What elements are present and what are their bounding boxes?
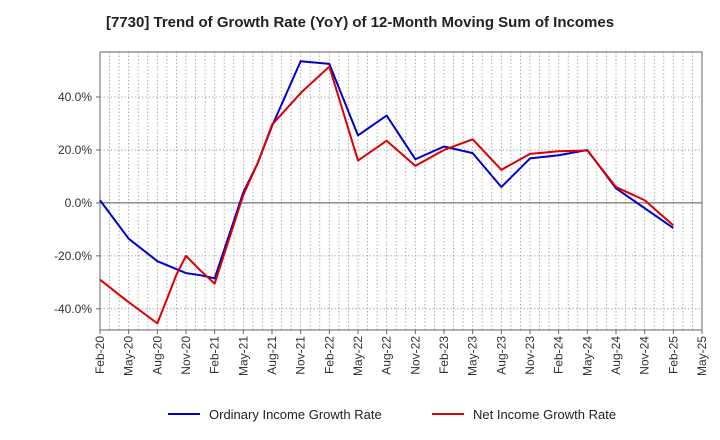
- y-tick-label: -20.0%: [54, 249, 92, 263]
- x-tick-label: Feb-23: [437, 336, 451, 374]
- plot-border: [99, 51, 703, 331]
- x-tick-label: Aug-23: [494, 336, 508, 375]
- x-tick-label: May-21: [236, 336, 250, 376]
- x-tick-label: Nov-21: [294, 336, 308, 375]
- legend-label-net-income: Net Income Growth Rate: [473, 407, 616, 422]
- legend-label-ordinary-income: Ordinary Income Growth Rate: [209, 407, 382, 422]
- x-tick-label: Nov-23: [523, 336, 537, 375]
- y-tick-label: -40.0%: [54, 302, 92, 316]
- y-tick-label: 20.0%: [58, 143, 92, 157]
- x-tick-label: Aug-20: [150, 336, 164, 375]
- x-tick-label: Feb-22: [322, 336, 336, 374]
- x-tick-label: Nov-20: [179, 336, 193, 375]
- plot-area: [100, 52, 702, 330]
- x-tick-label: May-24: [580, 336, 594, 376]
- x-tick-label: May-22: [351, 336, 365, 376]
- x-tick-label: May-20: [122, 336, 136, 376]
- x-tick-label: Nov-22: [408, 336, 422, 375]
- y-tick-label: 0.0%: [65, 196, 93, 210]
- series-line-ordinary-income: [99, 60, 674, 280]
- x-tick-label: Aug-21: [265, 336, 279, 375]
- x-tick-label: Feb-20: [93, 336, 107, 374]
- series-group: [99, 60, 674, 325]
- x-tick-label: May-25: [695, 336, 709, 376]
- x-axis-ticks: Feb-20 May-20 Aug-20 Nov-20 Feb-21 May-21 Aug-…: [93, 330, 709, 376]
- x-tick-label: Aug-24: [609, 336, 623, 375]
- x-tick-label: May-23: [466, 336, 480, 376]
- chart-title: [7730] Trend of Growth Rate (YoY) of 12-…: [105, 14, 615, 31]
- y-tick-label: 40.0%: [58, 90, 92, 104]
- x-tick-label: Feb-24: [552, 336, 566, 374]
- plot-frame: [99, 51, 703, 331]
- grid-lines: [99, 52, 703, 330]
- legend: Ordinary Income Growth Rate Net Income Gr…: [168, 407, 616, 422]
- x-tick-label: Nov-24: [638, 336, 652, 375]
- x-tick-label: Aug-22: [380, 336, 394, 375]
- y-axis-ticks: 40.0% 20.0% 0.0% -20.0% -40.0%: [54, 90, 100, 316]
- x-tick-label: Feb-25: [666, 336, 680, 374]
- series-line-net-income: [99, 65, 674, 325]
- x-tick-label: Feb-21: [208, 336, 222, 374]
